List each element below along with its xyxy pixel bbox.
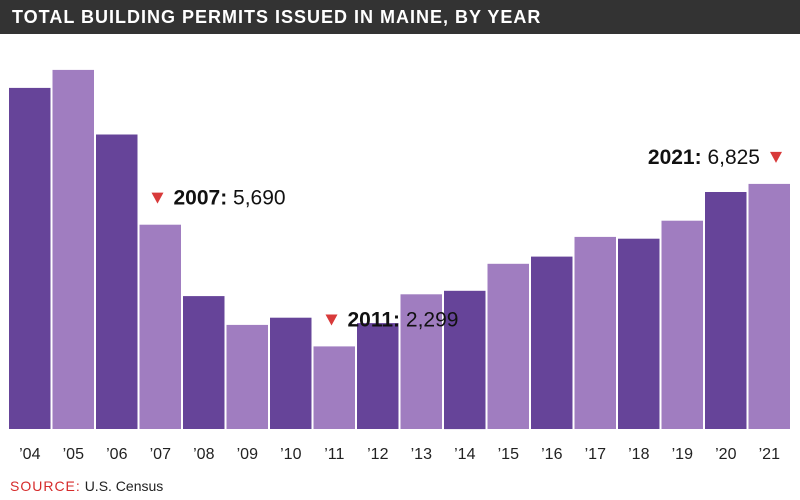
x-tick-labels: ’04 ’05 ’06 ’07 ’08 ’09 ’10 ’11 ’12 ’13 ’14 ’15 ’16 ’…: [19, 446, 780, 463]
x-tick-label: ’16: [541, 446, 562, 463]
bar-18: [618, 238, 660, 429]
x-tick-label: ’05: [63, 446, 84, 463]
x-tick-label: ’08: [193, 446, 214, 463]
x-tick-label: ’12: [367, 446, 388, 463]
bar-07: [139, 224, 181, 429]
annotation-2021: 2021: 6,825: [648, 146, 760, 169]
bar-19: [661, 220, 703, 429]
bars-group: [9, 69, 790, 430]
bar-13: [400, 294, 442, 429]
x-tick-label: ’09: [237, 446, 258, 463]
bar-11: [313, 346, 355, 429]
source-note: SOURCE: U.S. Census: [10, 478, 163, 494]
x-tick-label: ’04: [19, 446, 40, 463]
x-tick-label: ’14: [454, 446, 475, 463]
x-tick-label: ’07: [150, 446, 171, 463]
x-tick-label: ’18: [628, 446, 649, 463]
down-triangle-icon: [325, 314, 338, 326]
down-triangle-icon: [770, 151, 782, 163]
x-tick-label: ’19: [672, 446, 693, 463]
bar-04: [9, 87, 51, 430]
annotation-label: 2007: 5,690: [174, 187, 286, 210]
x-tick-label: ’20: [715, 446, 736, 463]
annotation-label: 2021: 6,825: [648, 146, 760, 169]
bar-14: [444, 290, 486, 430]
bar-10: [270, 317, 312, 429]
bar-05: [52, 69, 94, 430]
bar-06: [96, 134, 138, 429]
annotation-2007: 2007: 5,690: [174, 187, 286, 210]
bar-09: [226, 324, 268, 429]
bar-12: [357, 323, 399, 429]
chart-area: ’04 ’05 ’06 ’07 ’08 ’09 ’10 ’11 ’12 ’13 ’14 ’15 ’16 ’…: [9, 69, 790, 463]
bar-20: [705, 192, 747, 429]
bar-08: [183, 296, 225, 429]
down-triangle-icon: [151, 192, 164, 204]
x-tick-label: ’11: [324, 446, 344, 463]
x-tick-label: ’17: [585, 446, 606, 463]
annotation-label: 2011: 2,299: [348, 308, 459, 331]
x-tick-label: ’13: [411, 446, 432, 463]
title-bar: TOTAL BUILDING PERMITS ISSUED IN MAINE, …: [0, 0, 800, 34]
bar-15: [487, 263, 529, 429]
source-label: SOURCE:: [10, 478, 81, 494]
x-tick-label: ’15: [498, 446, 519, 463]
chart-title: TOTAL BUILDING PERMITS ISSUED IN MAINE, …: [12, 7, 542, 27]
annotations-group: 2007: 5,690 2011: 2,299 2021: 6,825: [151, 146, 782, 331]
bar-21: [748, 183, 790, 429]
x-tick-label: ’06: [106, 446, 127, 463]
bar-16: [531, 256, 573, 429]
annotation-2011: 2011: 2,299: [348, 308, 459, 331]
x-tick-label: ’10: [280, 446, 301, 463]
x-tick-label: ’21: [759, 446, 780, 463]
bar-17: [574, 236, 616, 429]
source-text: U.S. Census: [84, 478, 164, 494]
